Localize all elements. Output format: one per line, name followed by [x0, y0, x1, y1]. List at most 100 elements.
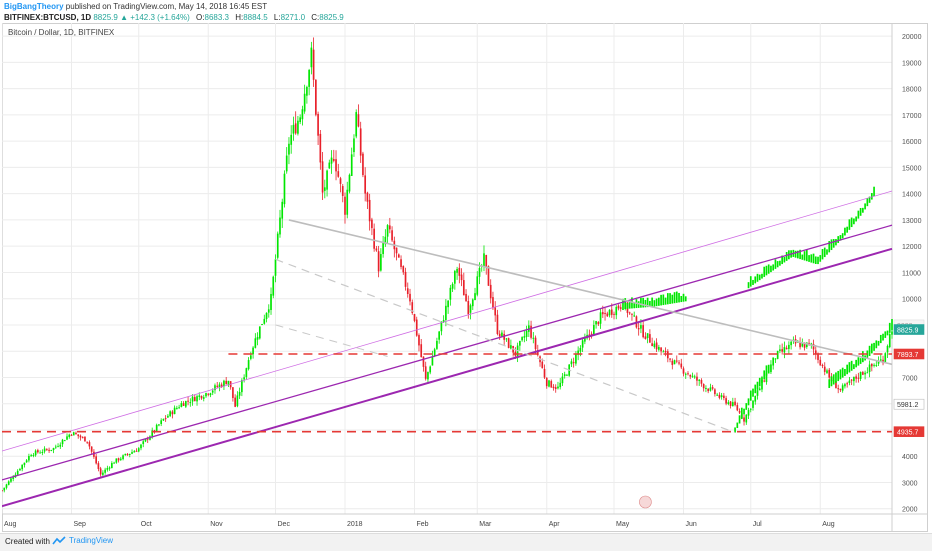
projection-bar	[767, 264, 770, 274]
candle-body	[552, 386, 555, 389]
y-tick-label: 4000	[902, 454, 918, 461]
candle-body	[492, 297, 494, 309]
candle-body	[124, 453, 127, 456]
x-tick-label: Nov	[210, 521, 223, 528]
channel-line[interactable]	[2, 247, 893, 508]
projection-bar	[835, 239, 837, 246]
trend-dashed-line[interactable]	[275, 324, 388, 357]
channel-line[interactable]	[2, 224, 893, 481]
tradingview-brand[interactable]: TradingView	[52, 536, 113, 545]
candle-body	[16, 470, 19, 475]
projection-bar	[763, 370, 766, 380]
projection-bar	[675, 291, 678, 303]
candle-body	[19, 468, 21, 471]
candle-body	[328, 162, 331, 169]
candle-body	[359, 128, 362, 156]
candle-body	[655, 342, 658, 350]
candle-body	[45, 449, 48, 451]
candle-body	[617, 305, 620, 309]
projection-bar	[797, 250, 799, 259]
projection-bar	[783, 256, 786, 263]
candle-body	[859, 371, 862, 379]
candle-body	[84, 436, 86, 442]
candle-body	[606, 313, 609, 317]
projection-bar	[794, 250, 797, 258]
high-value: 8884.5	[243, 13, 268, 22]
candle-body	[855, 376, 857, 379]
candle-body	[671, 360, 674, 365]
x-tick-label: Jul	[753, 521, 762, 528]
candle-body	[642, 325, 644, 338]
candle-body	[415, 319, 418, 336]
candle-body	[478, 268, 481, 277]
candle-body	[88, 442, 91, 447]
channel-line[interactable]	[2, 190, 893, 452]
projection-bar	[866, 198, 869, 207]
candle-body	[637, 328, 640, 330]
low-value: 8271.0	[280, 13, 306, 22]
candle-body	[404, 271, 407, 287]
candle-body	[171, 411, 174, 415]
candle-body	[48, 449, 50, 451]
trend-dashed-line[interactable]	[275, 258, 736, 434]
candle-body	[252, 347, 254, 355]
projection-bar	[839, 369, 842, 380]
candle-body	[323, 187, 326, 191]
projection-bar	[649, 300, 651, 307]
candle-body	[714, 389, 716, 395]
candle-body	[207, 393, 210, 395]
candle-body	[644, 336, 647, 339]
candle-body	[169, 411, 171, 417]
candle-body	[530, 325, 532, 338]
candle-body	[536, 349, 539, 356]
candle-body	[559, 382, 562, 388]
candle-body	[341, 186, 344, 196]
candle-body	[418, 335, 420, 346]
projection-bar	[805, 249, 808, 262]
candle-body	[570, 361, 573, 365]
projection-bar	[646, 297, 649, 308]
candle-body	[420, 344, 423, 358]
candle-body	[738, 411, 741, 413]
candle-body	[258, 326, 261, 339]
candle-body	[104, 469, 106, 473]
projection-bar	[749, 276, 752, 287]
y-tick-label: 7000	[902, 375, 918, 382]
projection-bar	[653, 300, 656, 307]
candle-body	[613, 313, 615, 315]
candle-body	[438, 331, 440, 340]
candle-body	[839, 388, 842, 391]
candle-body	[835, 380, 837, 389]
projection-bar	[774, 259, 777, 269]
candle-body	[507, 338, 510, 348]
candle-body	[386, 225, 389, 237]
author-name[interactable]: BigBangTheory	[4, 2, 64, 11]
candle-body	[382, 243, 384, 255]
candle-body	[353, 138, 355, 153]
event-marker-icon[interactable]	[639, 495, 652, 509]
projection-bar	[680, 296, 683, 303]
candle-body	[707, 388, 710, 392]
candle-body	[429, 366, 432, 373]
candle-body	[243, 377, 245, 380]
price-chart[interactable]: 2000300040005000600070008000900010000110…	[2, 23, 928, 532]
projection-bar	[626, 303, 629, 309]
candle-body	[135, 450, 138, 452]
candle-body	[330, 157, 333, 164]
close-value: 8825.9	[319, 13, 344, 22]
candle-body	[747, 409, 750, 416]
candle-body	[12, 477, 15, 479]
candle-body	[270, 293, 272, 310]
candle-body	[189, 402, 192, 404]
candle-body	[214, 385, 216, 391]
candle-body	[238, 391, 241, 396]
candle-body	[545, 377, 548, 387]
candle-body	[588, 334, 591, 336]
candle-body	[891, 331, 893, 335]
candle-body	[566, 374, 568, 376]
candle-body	[445, 305, 447, 320]
candle-body	[274, 259, 277, 276]
trend-line[interactable]	[288, 219, 893, 366]
candle-body	[691, 375, 694, 377]
